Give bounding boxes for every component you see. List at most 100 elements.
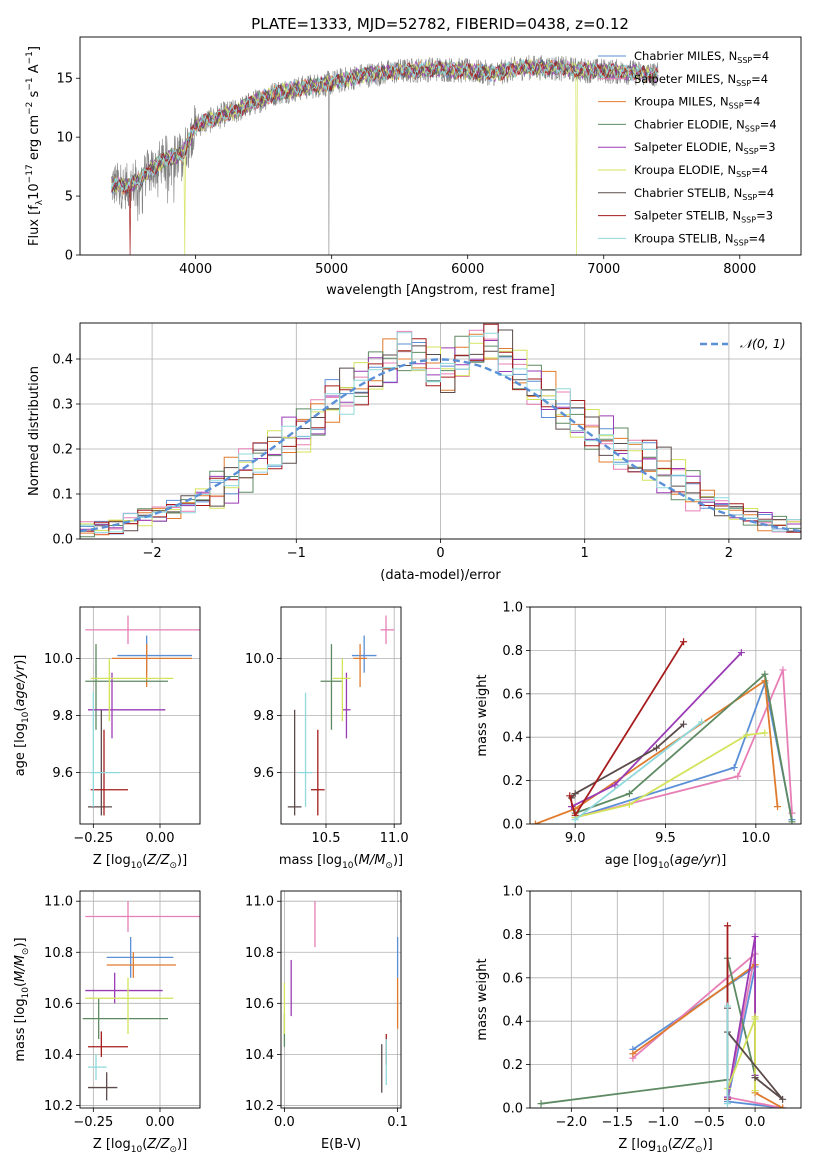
y-tick-label: 10 — [56, 131, 73, 146]
x-tick-label: 7000 — [587, 262, 620, 277]
weight-line-kroupa_elodie — [574, 732, 766, 819]
y-tick-label: 10.0 — [245, 652, 274, 667]
y-tick-label: 0.2 — [52, 443, 73, 458]
errorbar-kroupa_elodie — [85, 977, 174, 1034]
errorbar-kroupa_miles — [106, 952, 176, 978]
plot-area — [80, 323, 801, 538]
errorbar-salpeter_elodie — [342, 672, 351, 739]
y-tick-label: 0.4 — [52, 353, 73, 368]
x-tick-label: −1.0 — [647, 1115, 679, 1130]
errorbar-salpeter_miles — [380, 615, 395, 645]
y-tick-label: 9.6 — [52, 766, 73, 781]
x-tick-label: −2 — [143, 546, 162, 561]
x-tick-label: 0.0 — [274, 1115, 295, 1130]
legend-label: Chabrier MILES, NSSP=4 — [634, 49, 769, 65]
y-tick-label: 0.2 — [502, 774, 523, 789]
errorbar-chabrier_elodie — [82, 998, 168, 1040]
mass-vs-ebv-panel: 0.0 0.1 10.2 10.4 10.6 10.8 11.0 E(B-V) — [245, 890, 408, 1152]
weight-line-kroupa_stelib — [574, 721, 703, 821]
weight-point-kroupa_miles — [531, 820, 539, 824]
x-axis-label: E(B-V) — [321, 1137, 361, 1152]
y-tick-label: 0.4 — [502, 1015, 523, 1030]
weight-point-chabrier_elodie — [625, 790, 633, 798]
x-axis-label: Z [log10(Z/Z⊙)] — [618, 1137, 712, 1155]
errorbar-salpeter_stelib — [88, 1031, 128, 1057]
massweight-vs-metallicity-panel: −2.0 −1.5 −1.0 −0.5 0.0 0.0 0.2 0.4 0.6 0.8 1.0 Z [… — [475, 885, 802, 1155]
axes-frame — [79, 36, 802, 256]
y-tick-label: 10.2 — [245, 1099, 274, 1114]
weight-point-kroupa_miles — [629, 1050, 637, 1058]
errorbar-kroupa_miles — [353, 644, 367, 687]
y-tick-label: 0 — [65, 249, 73, 264]
weight-point-kroupa_stelib — [571, 816, 579, 824]
y-tick-label: 10.8 — [44, 946, 73, 961]
weight-point-chabrier_stelib — [779, 1095, 787, 1103]
mass-vs-metallicity-panel: −0.25 0.00 10.2 10.4 10.6 10.8 11.0 Z [log10(Z/… — [13, 890, 201, 1155]
x-tick-label: 0 — [436, 546, 444, 561]
x-tick-label: 10.5 — [312, 831, 341, 846]
errorbar-salpeter_elodie — [88, 672, 166, 739]
weight-point-salpeter_stelib — [680, 638, 688, 646]
x-tick-label: 2 — [725, 546, 733, 561]
x-tick-label: −2.0 — [556, 1115, 588, 1130]
weight-line-chabrier_stelib — [570, 723, 685, 799]
y-tick-label: 0.6 — [502, 687, 523, 702]
x-axis-label: Z [log10(Z/Z⊙)] — [93, 853, 187, 871]
errorbar-kroupa_stelib — [298, 692, 313, 807]
y-axis-label: mass weight — [475, 674, 490, 756]
plot-area — [287, 615, 395, 816]
weight-line-salpeter_miles — [632, 951, 783, 1108]
weight-point-salpeter_miles — [779, 666, 787, 674]
legend-label: Kroupa MILES, NSSP=4 — [634, 95, 760, 111]
y-tick-label: 0.0 — [502, 818, 523, 833]
y-tick-label: 1.0 — [502, 885, 523, 900]
x-axis-label: mass [log10(M/M⊙)] — [279, 853, 403, 871]
weight-point-kroupa_miles — [774, 803, 782, 811]
y-tick-label: 5 — [65, 190, 73, 205]
weight-point-chabrier_elodie — [537, 1100, 545, 1108]
weight-point-chabrier_elodie — [761, 670, 769, 678]
y-tick-label: 0.0 — [502, 1102, 523, 1117]
x-tick-label: 5000 — [315, 262, 348, 277]
weight-point-chabrier_stelib — [751, 1074, 759, 1082]
figure-title: PLATE=1333, MJD=52782, FIBERID=0438, z=0… — [251, 15, 629, 33]
weight-line-salpeter_miles — [574, 669, 793, 819]
weight-point-salpeter_elodie — [751, 933, 759, 941]
weight-point-kroupa_elodie — [743, 731, 751, 739]
y-tick-label: 9.6 — [253, 766, 274, 781]
x-axis-label: wavelength [Angstrom, rest frame] — [326, 283, 555, 298]
y-tick-label: 0.0 — [52, 533, 73, 548]
model-spectrum-salpeter_stelib — [111, 59, 659, 255]
y-tick-label: 10.0 — [44, 652, 73, 667]
plot-area — [110, 55, 659, 255]
legend-label: Kroupa STELIB, NSSP=4 — [634, 231, 765, 247]
x-tick-label: 0.00 — [146, 1115, 175, 1130]
errorbar-chabrier_miles — [106, 936, 174, 978]
y-tick-label: 10.6 — [245, 997, 274, 1012]
x-tick-label: 6000 — [451, 262, 484, 277]
errorbar-salpeter_miles — [85, 901, 200, 932]
massweight-vs-age-panel: 9.0 9.5 10.0 0.0 0.2 0.4 0.6 0.8 1.0 age [log10(a… — [475, 601, 802, 871]
y-tick-label: 10.6 — [44, 997, 73, 1012]
x-tick-label: −1.5 — [601, 1115, 633, 1130]
y-axis-label: age [log10(age/yr)] — [13, 655, 31, 777]
axes-frame — [529, 890, 802, 1109]
y-axis-label: mass weight — [475, 958, 490, 1040]
model-spectrum-kroupa_stelib — [110, 58, 659, 192]
histogram-kroupa_stelib — [80, 332, 801, 533]
weight-point-chabrier_miles — [730, 764, 738, 772]
y-tick-label: 0.4 — [502, 731, 523, 746]
weight-line-chabrier_elodie — [574, 672, 793, 822]
x-tick-label: 4000 — [179, 262, 212, 277]
legend-label: Salpeter STELIB, NSSP=3 — [634, 209, 773, 225]
x-tick-label: 9.5 — [655, 831, 676, 846]
weight-point-chabrier_stelib — [652, 744, 660, 752]
plot-area — [531, 638, 796, 824]
y-tick-label: 10.8 — [245, 946, 274, 961]
weight-point-kroupa_stelib — [724, 1002, 732, 1010]
axes-frame — [280, 890, 402, 1109]
y-tick-label: 0.2 — [502, 1058, 523, 1073]
errorbar-kroupa_elodie — [332, 658, 351, 722]
weight-line-salpeter_elodie — [571, 651, 743, 808]
